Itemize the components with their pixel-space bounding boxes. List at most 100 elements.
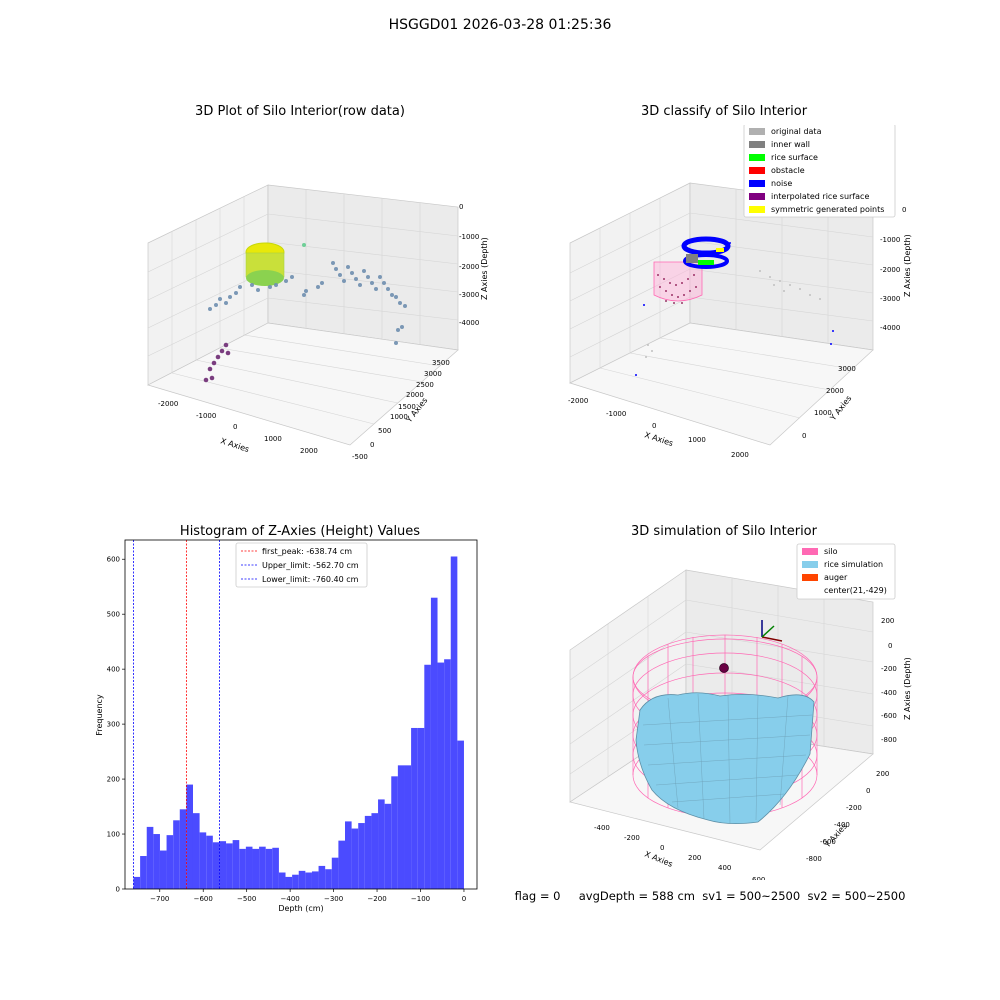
z-tick: -3000 [880, 295, 900, 303]
x-tick: 1000 [264, 435, 282, 443]
histogram-bar [153, 834, 160, 889]
panel-title-classify: 3D classify of Silo Interior [640, 104, 808, 119]
panel-title-simulation: 3D simulation of Silo Interior [631, 524, 817, 539]
noise-ring-lower [683, 253, 729, 269]
y-tick: 1000 [390, 413, 408, 421]
z-tick: -800 [881, 736, 897, 744]
plot-frame [124, 539, 478, 890]
histogram-bar [397, 765, 405, 889]
axis-arrows [761, 620, 783, 642]
histogram-bar [457, 740, 464, 889]
legend-label: obstacle [771, 166, 805, 175]
x-tick-label: −300 [324, 895, 343, 903]
panel-title-histogram: Histogram of Z-Axies (Height) Values [179, 524, 421, 539]
histogram-bar [384, 803, 392, 889]
floor-pane [147, 322, 459, 446]
y-tick-label: 200 [107, 776, 120, 784]
legend-swatch [749, 141, 765, 148]
histogram-bar [265, 848, 273, 889]
legend-label: interpolated rice surface [771, 192, 869, 201]
histogram-bar [192, 813, 200, 889]
histogram-bar [173, 820, 180, 889]
x-tick-label: −400 [281, 895, 300, 903]
histogram-bar [298, 870, 306, 889]
histogram-bar [338, 840, 346, 889]
y-tick-label: 300 [107, 721, 120, 729]
x-tick: -200 [624, 834, 640, 842]
point-cluster-bottom [203, 342, 231, 383]
x-tick-label: 0 [462, 895, 466, 903]
y-tick: -200 [846, 804, 862, 812]
x-tick-label: −500 [237, 895, 256, 903]
x-tick: 400 [718, 864, 731, 872]
histogram-bar [278, 872, 286, 889]
legend-swatch [749, 206, 765, 213]
y-tick: 3000 [424, 370, 442, 378]
histogram-bar [305, 872, 312, 889]
y-tick: 1000 [814, 409, 832, 417]
histogram-bar [351, 828, 359, 889]
histogram-bar [166, 835, 174, 889]
legend-label: center(21,-429) [824, 586, 887, 595]
legend-swatch [749, 193, 765, 200]
y-tick: -400 [834, 821, 850, 829]
noise-outliers [635, 242, 834, 376]
histogram-bar [444, 659, 451, 889]
rice-mesh [642, 693, 813, 825]
x-tick-label: −600 [194, 895, 213, 903]
histogram-bar [318, 865, 326, 889]
histogram-bar [371, 813, 379, 889]
legend-label: inner wall [771, 140, 810, 149]
y-axis-label: Frequency [95, 694, 104, 736]
histogram-bar [311, 871, 319, 889]
x-tick: 2000 [731, 451, 749, 459]
floor-pane [569, 322, 874, 446]
symmetric-points [716, 248, 724, 252]
histogram-bar [245, 846, 253, 889]
legend-box [796, 543, 896, 600]
histogram-bar [219, 841, 227, 889]
x-tick: -400 [594, 824, 610, 832]
legend-label: rice surface [771, 153, 818, 162]
raw-3d-plot: -2000 -1000 0 1000 2000 -500 0 500 1000 … [147, 184, 489, 461]
legend-box [235, 542, 368, 588]
histogram-bar [239, 848, 246, 889]
legend-label: first_peak: -638.74 cm [262, 547, 352, 556]
histogram-bar [417, 727, 425, 889]
x-tick: -1000 [196, 412, 216, 420]
x-tick-label: −100 [411, 895, 430, 903]
z-tick: -200 [881, 665, 897, 673]
y-tick: 200 [876, 770, 889, 778]
y-tick: 3000 [838, 365, 856, 373]
histogram-bar [411, 727, 418, 889]
histogram-bar [331, 857, 339, 889]
histogram-bar [325, 869, 332, 889]
z-tick: -1000 [880, 236, 900, 244]
y-tick: 0 [370, 441, 374, 449]
x-tick: -2000 [158, 400, 178, 408]
figure-title: HSGGD01 2026-03-28 01:25:36 [388, 17, 612, 33]
rice-surface-points [698, 260, 714, 265]
legend-label: original data [771, 127, 822, 136]
histogram-bar [364, 815, 372, 889]
histogram-bar [259, 846, 266, 889]
legend-label: noise [771, 179, 792, 188]
panel-title-raw: 3D Plot of Silo Interior(row data) [195, 104, 405, 119]
legend-label: Lower_limit: -760.40 cm [262, 575, 359, 584]
histogram-bar [358, 823, 365, 889]
z-tick: -600 [881, 712, 897, 720]
x-axis-label: X Axies [643, 430, 674, 448]
simulation-axis-ticks: -400 -200 0 200 400 600 200 0 -200 -400 … [594, 617, 897, 880]
histogram-bar [252, 848, 260, 889]
simulation-3d-plot: -400 -200 0 200 400 600 200 0 -200 -400 … [569, 543, 912, 880]
y-tick-label: 600 [107, 556, 120, 564]
z-tick: 0 [888, 642, 892, 650]
legend-label: silo [824, 547, 838, 556]
histogram-bar [232, 840, 240, 889]
histogram-chart: −700 −600 −500 −400 −300 −200 −100 0 0 100 200 300… [95, 539, 478, 913]
y-tick: 0 [802, 432, 806, 440]
histogram-bar [133, 876, 141, 889]
back-right-pane [267, 184, 459, 351]
auger-marker [719, 663, 729, 673]
histogram-bar [159, 850, 167, 889]
